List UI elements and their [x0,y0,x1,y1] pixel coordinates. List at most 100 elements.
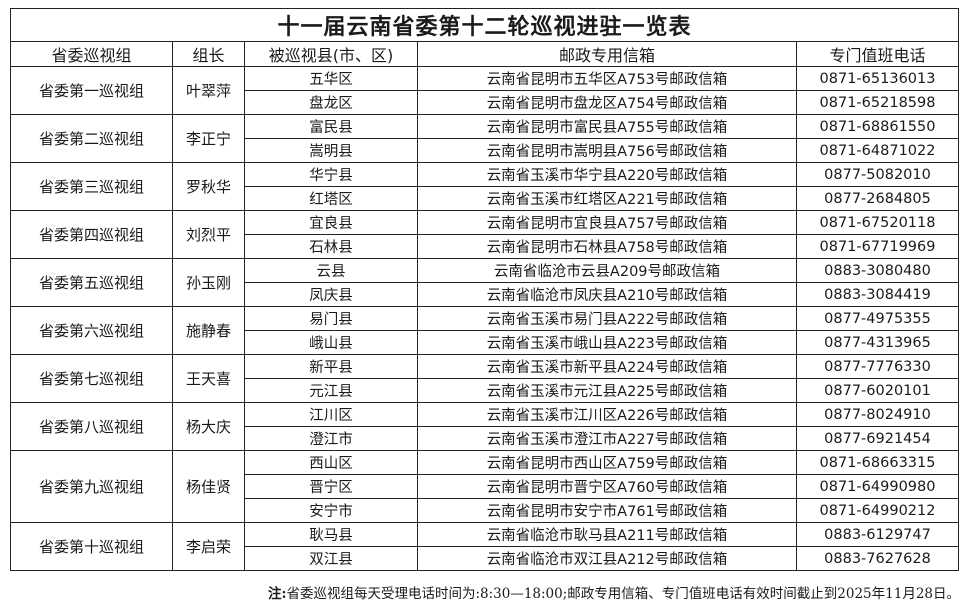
mailbox-cell: 云南省昆明市晋宁区A760号邮政信箱 [417,474,797,499]
phone-cell: 0877-6921454 [795,426,960,451]
mailbox-cell: 云南省昆明市嵩明县A756号邮政信箱 [417,138,797,163]
table-row: 省委第二巡视组 李正宁 富民县 云南省昆明市富民县A755号邮政信箱 0871-6886… [10,114,960,163]
table-row: 安宁市 云南省昆明市安宁市A761号邮政信箱 0871-64990212 [11,498,960,523]
phone-cell: 0877-6020101 [795,378,960,403]
mailbox-cell: 云南省昆明市西山区A759号邮政信箱 [417,450,797,475]
group-leader: 刘烈平 [172,210,245,259]
mailbox-cell: 云南省临沧市耿马县A211号邮政信箱 [417,522,797,547]
county-cell: 五华区 [244,66,418,91]
phone-cell: 0877-4975355 [795,306,960,331]
table-row: 省委第一巡视组 叶翠萍 五华区 云南省昆明市五华区A753号邮政信箱 0871-6513… [10,66,960,115]
county-cell: 峨山县 [244,330,418,355]
inspection-table: 十一届云南省委第十二轮巡视进驻一览表 省委巡视组 组长 被巡视县(市、区) 邮政… [9,8,960,571]
header-county: 被巡视县(市、区) [244,41,418,67]
table-row: 嵩明县 云南省昆明市嵩明县A756号邮政信箱 0871-64871022 [11,138,960,163]
group-name: 省委第五巡视组 [10,258,173,307]
table-row: 凤庆县 云南省临沧市凤庆县A210号邮政信箱 0883-3084419 [11,282,960,307]
table-row: 盘龙区 云南省昆明市盘龙区A754号邮政信箱 0871-65218598 [11,90,960,115]
phone-cell: 0871-64990212 [795,498,960,523]
phone-cell: 0883-3080480 [795,258,960,283]
county-cell: 易门县 [244,306,418,331]
mailbox-cell: 云南省昆明市石林县A758号邮政信箱 [417,234,797,259]
group-leader: 罗秋华 [172,162,245,211]
phone-cell: 0871-64871022 [795,138,960,163]
county-cell: 宜良县 [244,210,418,235]
table-row: 省委第五巡视组 孙玉刚 云县 云南省临沧市云县A209号邮政信箱 0883-308048… [10,258,960,307]
group-name: 省委第九巡视组 [10,450,173,523]
mailbox-cell: 云南省玉溪市元江县A225号邮政信箱 [417,378,797,403]
county-cell: 安宁市 [244,498,418,523]
table-row: 省委第九巡视组 杨佳贤 西山区 云南省昆明市西山区A759号邮政信箱 0871-6866… [10,450,960,523]
mailbox-cell: 云南省临沧市云县A209号邮政信箱 [417,258,797,283]
mailbox-cell: 云南省临沧市双江县A212号邮政信箱 [417,546,797,571]
phone-cell: 0871-68663315 [795,450,960,475]
county-cell: 晋宁区 [244,474,418,499]
phone-cell: 0877-4313965 [795,330,960,355]
table-row: 峨山县 云南省玉溪市峨山县A223号邮政信箱 0877-4313965 [11,330,960,355]
group-name: 省委第八巡视组 [10,402,173,451]
county-cell: 江川区 [244,402,418,427]
mailbox-cell: 云南省玉溪市红塔区A221号邮政信箱 [417,186,797,211]
county-cell: 富民县 [244,114,418,139]
table-row: 双江县 云南省临沧市双江县A212号邮政信箱 0883-7627628 [11,546,960,571]
group-name: 省委第二巡视组 [10,114,173,163]
group-leader: 杨佳贤 [172,450,245,523]
phone-cell: 0877-2684805 [795,186,960,211]
mailbox-cell: 云南省玉溪市华宁县A220号邮政信箱 [417,162,797,187]
mailbox-cell: 云南省玉溪市江川区A226号邮政信箱 [417,402,797,427]
phone-cell: 0883-3084419 [795,282,960,307]
mailbox-cell: 云南省昆明市宜良县A757号邮政信箱 [417,210,797,235]
group-leader: 李启荣 [172,522,245,571]
county-cell: 澄江市 [244,426,418,451]
mailbox-cell: 云南省玉溪市易门县A222号邮政信箱 [417,306,797,331]
county-cell: 嵩明县 [244,138,418,163]
county-cell: 新平县 [244,354,418,379]
mailbox-cell: 云南省昆明市五华区A753号邮政信箱 [417,66,797,91]
group-name: 省委第三巡视组 [10,162,173,211]
table-row: 省委第十巡视组 李启荣 耿马县 云南省临沧市耿马县A211号邮政信箱 0883-6129… [10,522,960,571]
mailbox-cell: 云南省玉溪市峨山县A223号邮政信箱 [417,330,797,355]
table-row: 省委第八巡视组 杨大庆 江川区 云南省玉溪市江川区A226号邮政信箱 0877-8024… [10,402,960,451]
inspection-table-container: 十一届云南省委第十二轮巡视进驻一览表 省委巡视组 组长 被巡视县(市、区) 邮政… [9,8,960,571]
county-cell: 盘龙区 [244,90,418,115]
mailbox-cell: 云南省昆明市盘龙区A754号邮政信箱 [417,90,797,115]
phone-cell: 0883-7627628 [795,546,960,571]
group-name: 省委第十巡视组 [10,522,173,571]
table-row: 红塔区 云南省玉溪市红塔区A221号邮政信箱 0877-2684805 [11,186,960,211]
mailbox-cell: 云南省玉溪市澄江市A227号邮政信箱 [417,426,797,451]
phone-cell: 0871-68861550 [795,114,960,139]
county-cell: 西山区 [244,450,418,475]
group-name: 省委第一巡视组 [10,66,173,115]
group-name: 省委第七巡视组 [10,354,173,403]
note-label: 注: [267,586,287,602]
group-leader: 杨大庆 [172,402,245,451]
phone-cell: 0883-6129747 [795,522,960,547]
county-cell: 华宁县 [244,162,418,187]
table-row: 省委第四巡视组 刘烈平 宜良县 云南省昆明市宜良县A757号邮政信箱 0871-6752… [10,210,960,259]
group-leader: 施静春 [172,306,245,355]
header-group: 省委巡视组 [10,41,173,67]
group-leader: 孙玉刚 [172,258,245,307]
mailbox-cell: 云南省临沧市凤庆县A210号邮政信箱 [417,282,797,307]
county-cell: 云县 [244,258,418,283]
header-leader: 组长 [172,41,245,67]
header-row: 省委巡视组 组长 被巡视县(市、区) 邮政专用信箱 专门值班电话 [10,41,960,67]
mailbox-cell: 云南省昆明市富民县A755号邮政信箱 [417,114,797,139]
table-row: 省委第六巡视组 施静春 易门县 云南省玉溪市易门县A222号邮政信箱 0877-4975… [10,306,960,355]
group-name: 省委第四巡视组 [10,210,173,259]
phone-cell: 0877-5082010 [795,162,960,187]
phone-cell: 0877-8024910 [795,402,960,427]
table-title: 十一届云南省委第十二轮巡视进驻一览表 [9,8,960,42]
mailbox-cell: 云南省昆明市安宁市A761号邮政信箱 [417,498,797,523]
county-cell: 红塔区 [244,186,418,211]
table-row: 晋宁区 云南省昆明市晋宁区A760号邮政信箱 0871-64990980 [11,474,960,499]
table-row: 省委第三巡视组 罗秋华 华宁县 云南省玉溪市华宁县A220号邮政信箱 0877-5082… [10,162,960,211]
header-phone: 专门值班电话 [795,41,960,67]
county-cell: 耿马县 [244,522,418,547]
phone-cell: 0871-64990980 [795,474,960,499]
phone-cell: 0871-65136013 [795,66,960,91]
table-row: 澄江市 云南省玉溪市澄江市A227号邮政信箱 0877-6921454 [11,426,960,451]
county-cell: 双江县 [244,546,418,571]
phone-cell: 0877-7776330 [795,354,960,379]
phone-cell: 0871-67719969 [795,234,960,259]
